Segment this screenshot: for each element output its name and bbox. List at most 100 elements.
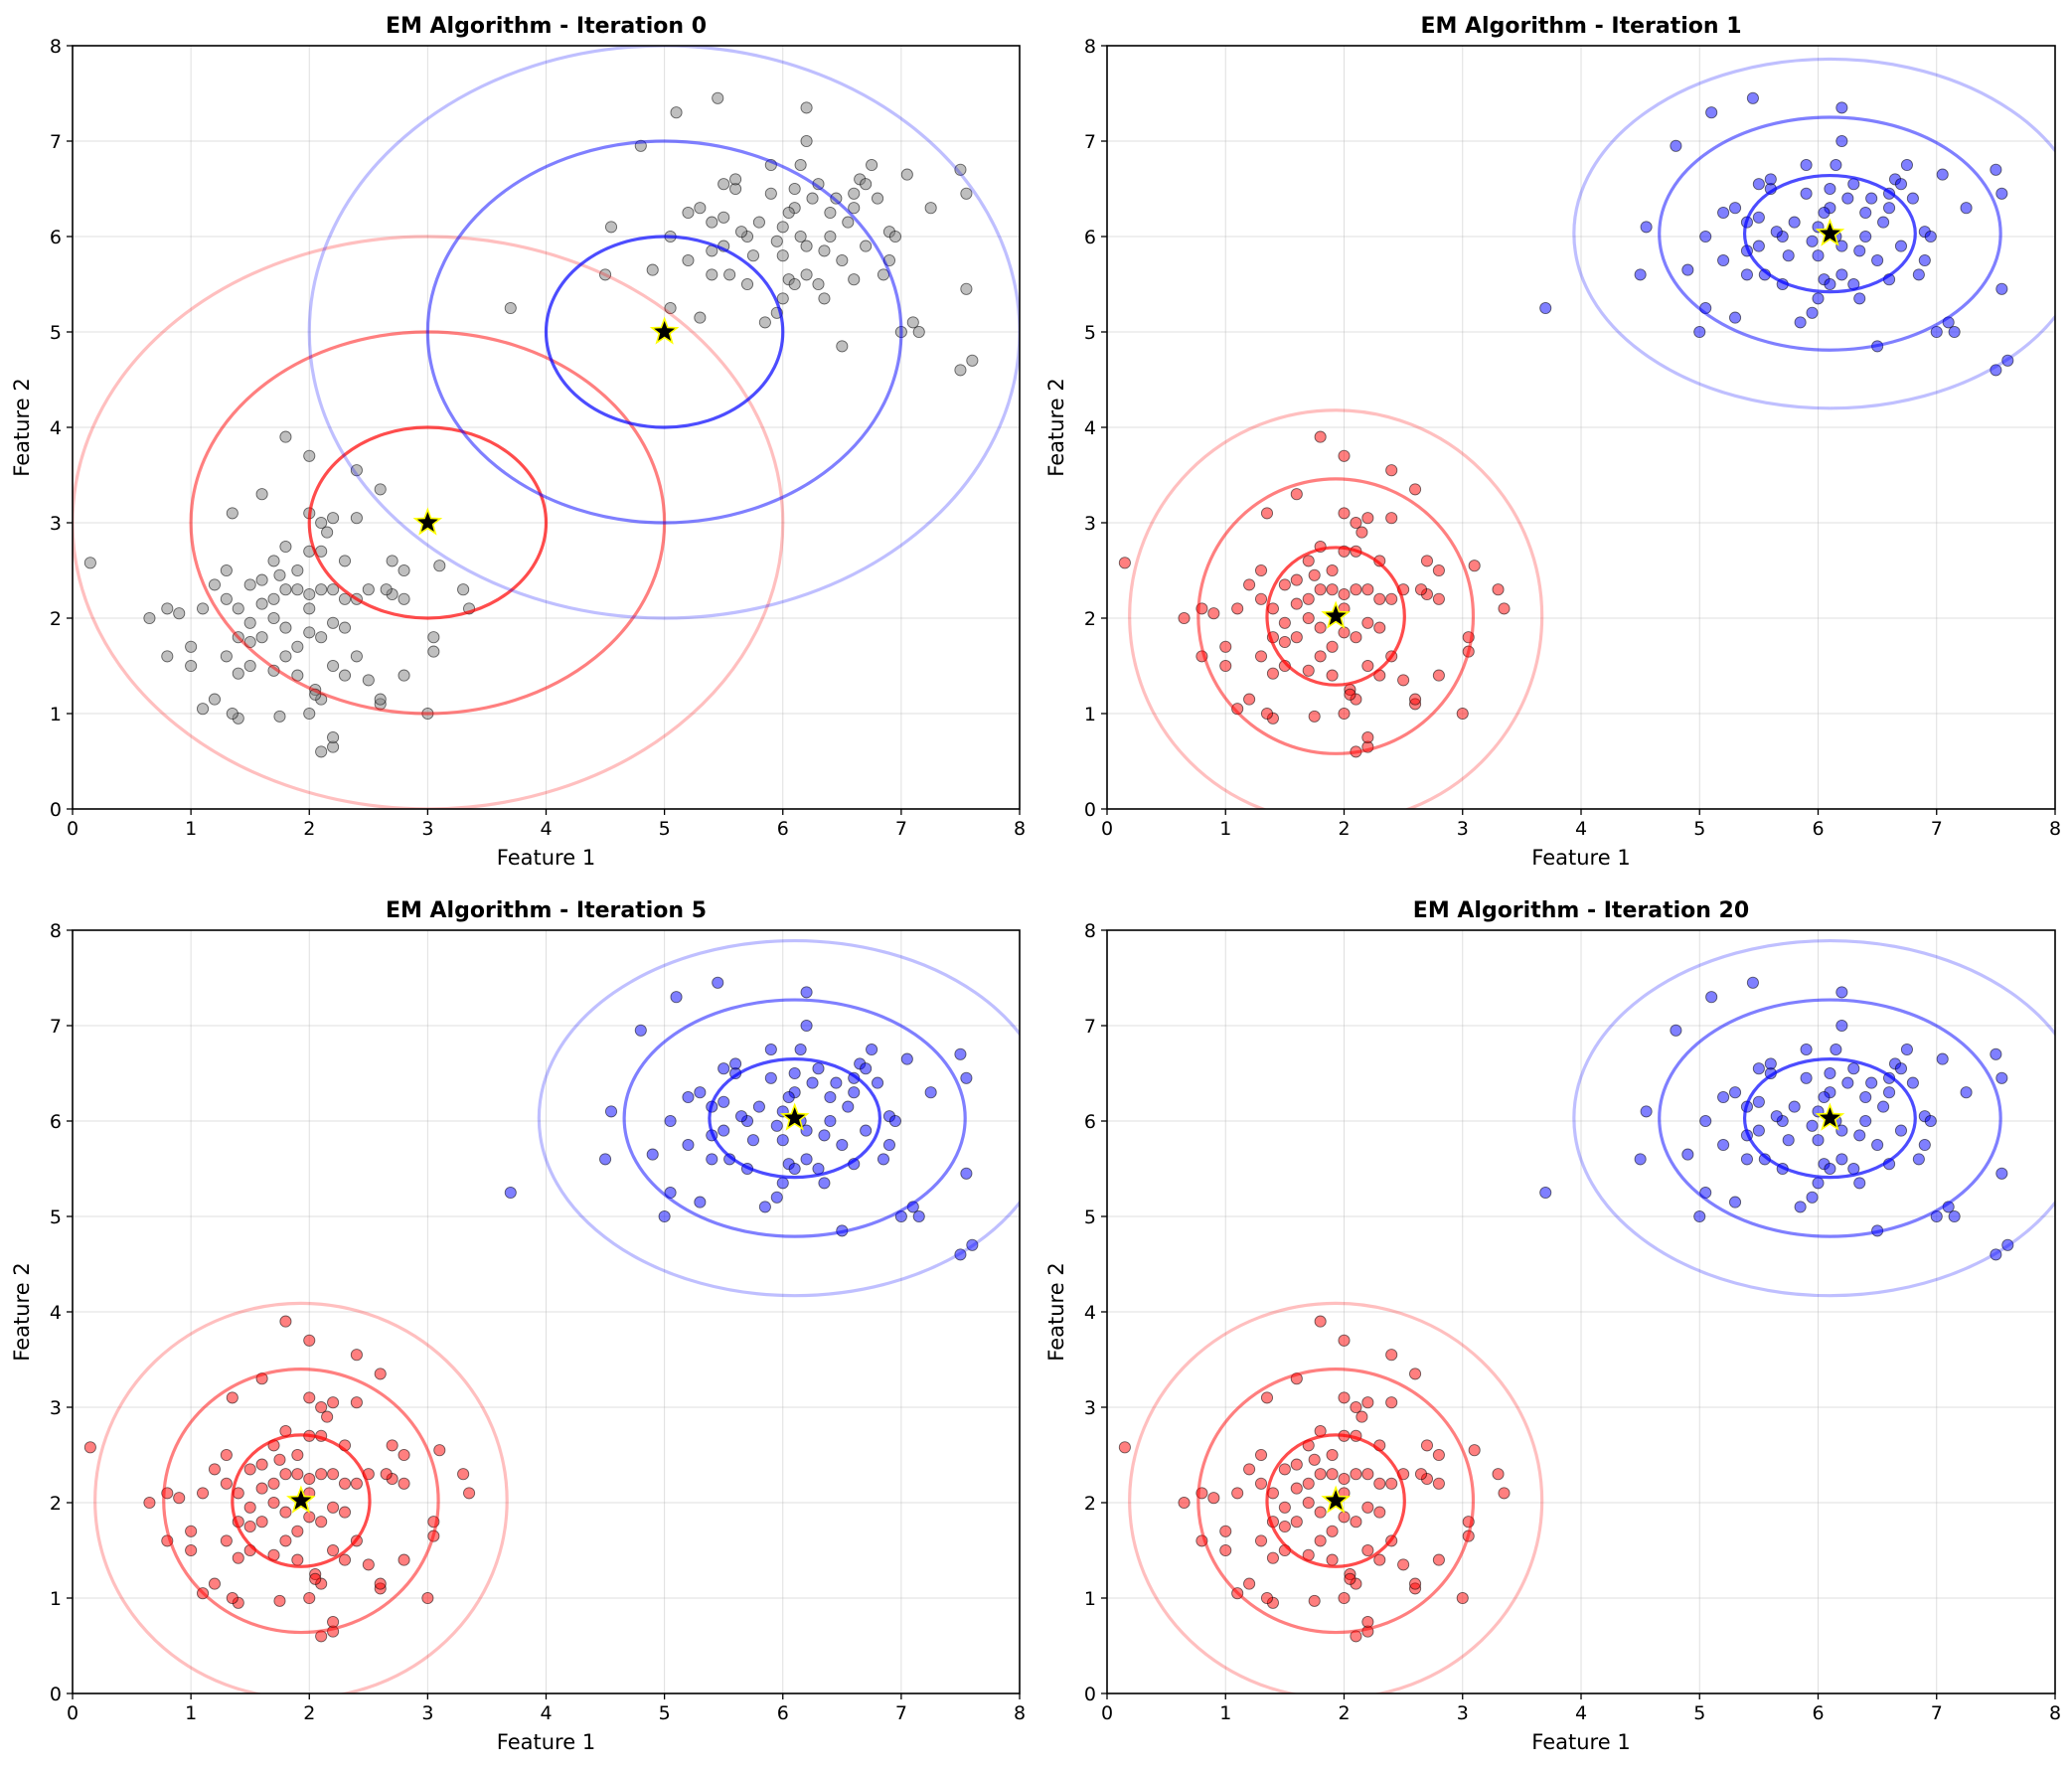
data-point <box>604 1105 618 1118</box>
data-point <box>1350 1516 1362 1529</box>
data-point <box>706 1153 718 1166</box>
data-point <box>1243 693 1256 706</box>
data-point <box>1498 1487 1511 1500</box>
data-point <box>764 1071 777 1084</box>
y-tick-label: 3 <box>50 513 62 535</box>
y-tick-label: 5 <box>50 322 62 344</box>
data-point <box>954 1047 967 1060</box>
x-axis-label: Feature 1 <box>1531 846 1630 870</box>
y-tick-label: 4 <box>1084 1302 1096 1324</box>
data-point <box>1693 1209 1706 1223</box>
data-point <box>1432 592 1445 605</box>
gaussian-contour-ellipse <box>307 425 549 620</box>
data-point <box>1314 1506 1327 1519</box>
data-point <box>315 1400 328 1414</box>
data-point <box>362 583 375 596</box>
x-tick-label: 6 <box>1812 1702 1824 1724</box>
y-axis-label: Feature 2 <box>10 1262 34 1361</box>
data-point <box>860 1124 873 1137</box>
data-point <box>1990 1248 2002 1261</box>
data-point <box>1338 1391 1351 1404</box>
data-point <box>1302 592 1315 605</box>
data-point <box>1219 1525 1232 1537</box>
data-point <box>723 268 736 281</box>
data-point <box>729 1057 742 1070</box>
data-point <box>1918 253 1931 267</box>
data-point <box>220 1534 233 1547</box>
data-point <box>1806 306 1819 319</box>
data-point <box>694 1196 707 1208</box>
data-point <box>1740 268 1753 281</box>
data-point <box>1818 1090 1831 1104</box>
data-point <box>960 1167 973 1180</box>
data-point <box>1670 1024 1682 1037</box>
x-tick-label: 4 <box>1575 1702 1587 1724</box>
data-point <box>800 986 813 999</box>
y-axis-label: Feature 2 <box>1044 378 1068 476</box>
data-point <box>1385 1396 1398 1409</box>
data-point <box>380 1468 393 1481</box>
data-point <box>1314 650 1327 663</box>
data-point <box>1841 192 1854 205</box>
data-point <box>712 91 724 104</box>
data-point <box>776 249 789 262</box>
data-point <box>746 1134 760 1147</box>
data-point <box>1266 1551 1279 1564</box>
x-tick-label: 7 <box>895 818 907 840</box>
data-point <box>1859 1090 1872 1104</box>
data-point <box>848 202 861 215</box>
data-point <box>717 1095 730 1108</box>
y-axis-label: Feature 2 <box>1044 1262 1068 1361</box>
panel-title: EM Algorithm - Iteration 1 <box>1420 14 1741 39</box>
data-point <box>327 1615 340 1629</box>
data-point <box>1906 1076 1919 1089</box>
data-point <box>220 592 233 605</box>
data-point <box>670 991 683 1004</box>
data-point <box>1835 268 1848 281</box>
data-point <box>1853 1129 1866 1142</box>
data-point <box>1800 158 1813 172</box>
data-point <box>315 1516 328 1529</box>
data-point <box>398 592 410 605</box>
data-point <box>818 292 831 305</box>
y-tick-label: 6 <box>50 1111 62 1133</box>
data-point <box>1326 564 1339 577</box>
x-tick-label: 7 <box>1931 1702 1943 1724</box>
data-point <box>776 292 789 305</box>
data-point <box>315 516 328 530</box>
data-point <box>1302 555 1315 567</box>
plot-area <box>1118 939 2055 1693</box>
data-point <box>1290 488 1303 501</box>
data-point <box>706 216 718 229</box>
data-point <box>758 316 771 329</box>
x-tick-label: 1 <box>185 818 197 840</box>
data-point <box>1350 516 1362 530</box>
gaussian-contour-ellipse <box>1265 1433 1406 1568</box>
gaussian-contour-ellipse <box>1196 1367 1476 1635</box>
data-point <box>1314 1315 1327 1328</box>
y-tick-label: 1 <box>1084 704 1096 725</box>
panel-title: EM Algorithm - Iteration 0 <box>386 14 707 39</box>
data-point <box>1830 1043 1842 1056</box>
data-point <box>1847 1162 1860 1176</box>
data-point <box>1397 674 1410 687</box>
data-point <box>682 206 695 220</box>
data-point <box>1812 292 1825 305</box>
data-point <box>303 587 316 601</box>
data-point <box>1178 611 1191 625</box>
data-point <box>185 640 198 653</box>
data-point <box>1918 1138 1931 1152</box>
data-point <box>463 1487 476 1500</box>
data-point <box>226 1591 239 1605</box>
data-point <box>1853 1177 1866 1190</box>
data-point <box>243 1501 256 1514</box>
y-tick-label: 8 <box>50 36 62 58</box>
data-point <box>1385 1477 1398 1490</box>
data-point <box>279 1315 292 1328</box>
data-point <box>1290 597 1303 610</box>
data-point <box>1670 139 1682 152</box>
data-point <box>421 1591 434 1605</box>
data-point <box>1539 301 1552 315</box>
data-point <box>682 1138 695 1152</box>
